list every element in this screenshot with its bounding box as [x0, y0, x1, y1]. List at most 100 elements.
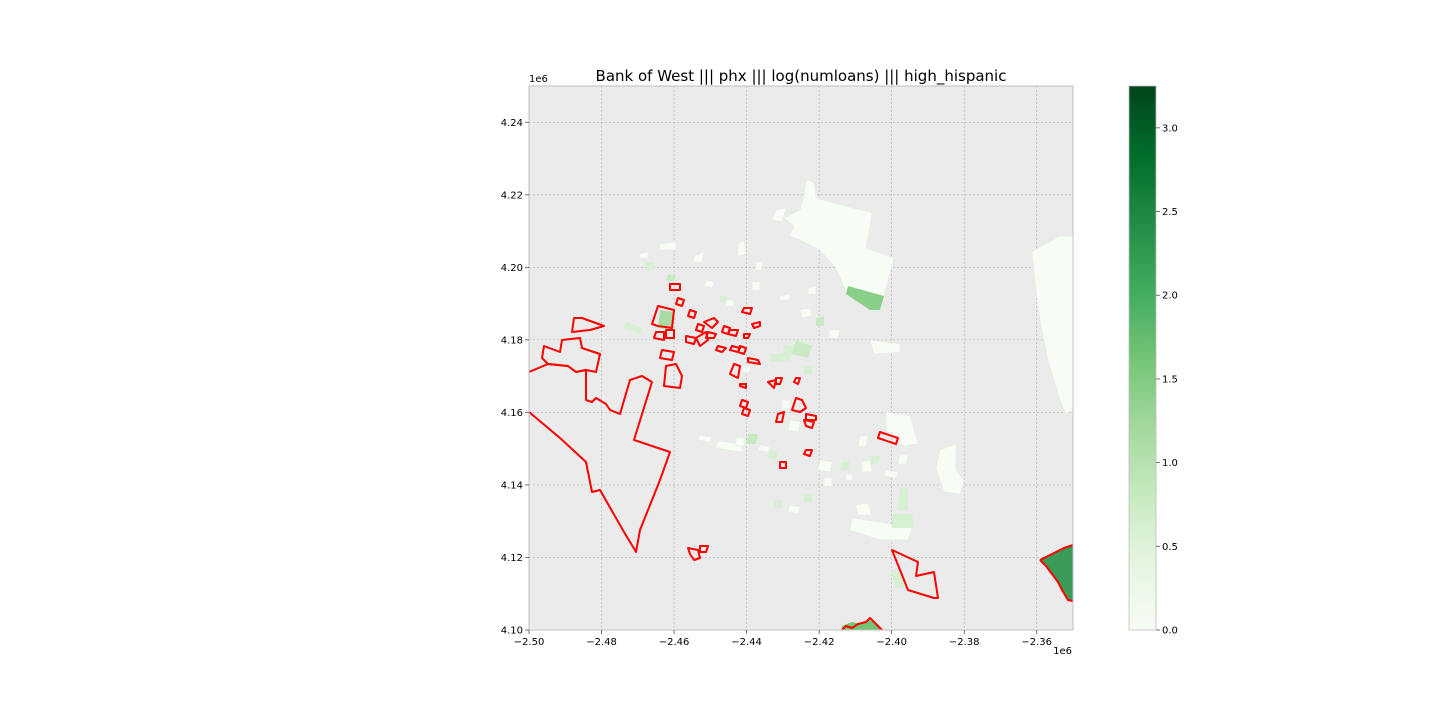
tract-south-2 [855, 502, 873, 516]
outline-a32 [803, 419, 815, 429]
outline-a30 [791, 397, 807, 413]
tract-light-1 [624, 322, 642, 334]
tract-north-green [846, 286, 884, 310]
outline-a26 [775, 377, 783, 385]
tract-mid-4 [817, 459, 833, 473]
outline-a21 [737, 345, 747, 355]
y-tick-label: 4.16 [501, 408, 523, 419]
y-tick-label: 4.14 [501, 480, 523, 491]
outline-south-pair [687, 545, 709, 561]
tract-mid-17 [725, 299, 735, 307]
outline-a33 [775, 411, 785, 423]
outline-a19 [743, 333, 751, 339]
tract-light-9 [870, 456, 880, 464]
x-tick-label: −2.42 [804, 637, 835, 648]
outline-southeast [1039, 544, 1073, 602]
colorbar-tick-label: 1.0 [1162, 458, 1178, 469]
tract-mid-1 [697, 434, 713, 443]
tract-north-large [783, 179, 895, 311]
outline-a23 [729, 363, 741, 379]
tract-light-4 [816, 316, 824, 326]
colorbar-tick-label: 1.5 [1162, 374, 1178, 385]
y-tick-label: 4.12 [501, 553, 523, 564]
high-hispanic-outlines [529, 283, 1073, 630]
outline-a17 [741, 307, 753, 315]
tract-mid-15 [639, 251, 649, 259]
tract-mid-20 [827, 329, 841, 339]
outline-a12 [695, 331, 709, 347]
y-axis-ticks: 4.10 4.12 4.14 4.16 4.18 4.20 4.22 4.24 [501, 118, 529, 637]
tract-mid-7 [897, 454, 909, 465]
outline-west-top [571, 317, 605, 333]
colorbar-tick-label: 0.5 [1162, 542, 1178, 553]
x-tick-label: −2.48 [586, 637, 617, 648]
outline-a34 [803, 449, 813, 457]
outline-a18 [751, 321, 761, 329]
x-axis-ticks: −2.50 −2.48 −2.46 −2.44 −2.42 −2.40 −2.38 −2.36 [514, 630, 1052, 648]
outline-a2 [675, 297, 685, 307]
tract-light-10 [892, 514, 914, 528]
outline-a13 [705, 331, 717, 339]
tract-mid-22 [781, 399, 791, 411]
x-tick-label: −2.36 [1021, 637, 1052, 648]
x-tick-label: −2.46 [659, 637, 690, 648]
outline-a3 [651, 305, 675, 329]
tract-mid-23 [741, 365, 751, 373]
tract-mid-11 [737, 239, 747, 257]
tract-northwest-strip [771, 207, 787, 223]
tract-light-7 [768, 450, 778, 460]
tract-mid-14 [659, 241, 677, 251]
colorbar [1128, 85, 1157, 631]
outline-a9 [695, 323, 705, 333]
tract-light-2 [792, 340, 812, 358]
tract-light-13 [774, 500, 782, 508]
tract-mid-5 [861, 459, 873, 473]
colorbar-ticks: 0.0 0.5 1.0 1.5 2.0 2.5 3.0 [1156, 123, 1178, 637]
tract-light-16 [646, 262, 654, 270]
y-tick-label: 4.10 [501, 626, 523, 637]
outline-a16 [727, 329, 739, 337]
census-tracts [639, 179, 1073, 541]
y-tick-label: 4.22 [501, 190, 523, 201]
tract-light-17 [804, 366, 812, 374]
tract-light-5 [782, 344, 794, 362]
tract-central-east-1 [869, 339, 901, 355]
tract-mid-19 [799, 307, 813, 319]
outline-a10 [703, 317, 719, 329]
tract-light-12 [890, 570, 906, 588]
x-axis-offset-label: 1e6 [1053, 646, 1072, 657]
tract-light-14 [804, 494, 812, 502]
outline-east-small [877, 431, 899, 445]
tract-mid-3 [787, 419, 801, 433]
map-layer [529, 179, 1073, 630]
chart-title: Bank of West ||| phx ||| log(numloans) |… [596, 67, 1007, 86]
tract-light-3 [770, 354, 784, 362]
outline-a6 [665, 329, 675, 339]
tract-light-6 [746, 434, 758, 444]
tract-mid-24 [857, 435, 869, 447]
outline-a1 [669, 283, 681, 291]
outline-a27 [793, 377, 801, 385]
y-tick-label: 4.18 [501, 335, 523, 346]
tract-mid-25 [823, 477, 833, 487]
tract-mid-8 [787, 504, 801, 515]
x-tick-label: −2.38 [949, 637, 980, 648]
colorbar-tick-label: 0.0 [1162, 626, 1178, 637]
outline-a22 [747, 357, 761, 365]
outline-a31 [805, 413, 817, 421]
outline-a4 [687, 309, 697, 319]
outline-a29 [741, 407, 751, 417]
y-tick-label: 4.24 [501, 118, 523, 129]
tract-mid-21 [807, 285, 817, 295]
colorbar-tick-label: 2.5 [1162, 207, 1178, 218]
map-axes-frame [528, 85, 1074, 631]
colorbar-tick-label: 3.0 [1162, 123, 1178, 134]
x-tick-label: −2.44 [731, 637, 762, 648]
tract-inner-green [658, 310, 674, 330]
outline-west-upper [541, 337, 601, 373]
tract-mid-12 [703, 279, 715, 289]
tract-central-east-2 [885, 411, 919, 447]
outline-a7 [659, 349, 675, 361]
outline-a14 [715, 345, 727, 353]
